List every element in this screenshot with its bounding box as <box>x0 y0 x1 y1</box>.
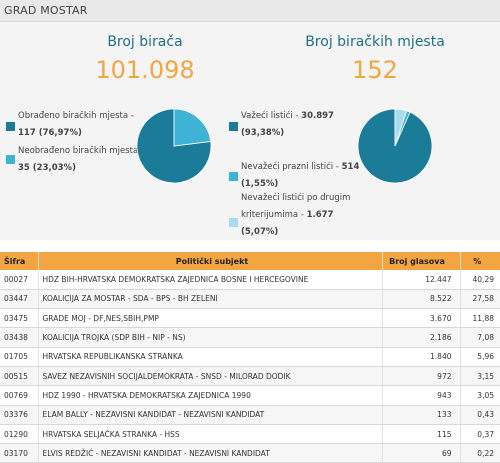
legend-swatch-valid <box>229 122 238 131</box>
polling-stations-label: Broj biračkih mjesta <box>305 34 445 50</box>
cell-code: 03475 <box>0 308 38 329</box>
cell-code: 00027 <box>0 270 38 290</box>
legend-label: Obrađeno biračkih mjesta - <box>18 111 134 121</box>
processed-stations-pie <box>136 108 212 184</box>
legend-item-unprocessed: Neobrađeno biračkih mjesta - 35 (23,03%) <box>18 143 144 177</box>
cell-code: 00769 <box>0 385 38 406</box>
legend-label-cont: kriterijumima - <box>241 210 304 220</box>
table-row[interactable]: 03447 KOALICIJA ZA MOSTAR - SDA - BPS - B… <box>0 289 500 310</box>
legend-percent: (1,55%) <box>241 179 279 189</box>
cell-subject: HRVATSKA REPUBLIKANSKA STRANKA <box>37 347 382 367</box>
table-row[interactable]: 01290 HRVATSKA SELJAČKA STRANKA - HSS 115 0… <box>0 424 500 445</box>
legend-item-valid: Važeći listići - 30.897 (93,38%) <box>241 108 334 142</box>
cell-percent: 0,43 <box>459 405 500 425</box>
results-table: Šifra Politički subjekt Broj glasova % 0… <box>0 252 500 463</box>
cell-subject: ELAM BALLY - NEZAVISNI KANDIDAT - NEZAVI… <box>37 405 382 425</box>
table-row[interactable]: 00769 HDZ 1990 - HRVATSKA DEMOKRATSKA ZAJ… <box>0 385 500 406</box>
table-row[interactable]: 03170 ELVIS REDŽIĆ - NEZAVISNI KANDIDAT -… <box>0 443 500 463</box>
cell-code: 01705 <box>0 347 38 367</box>
processed-pie-slice-0[interactable] <box>136 108 212 184</box>
column-header-code[interactable]: Šifra <box>0 252 38 270</box>
column-header-votes[interactable]: Broj glasova <box>381 252 460 270</box>
cell-votes: 1.840 <box>381 347 460 367</box>
cell-votes: 69 <box>381 443 460 463</box>
cell-percent: 11,88 <box>459 308 500 329</box>
voters-value: 101.098 <box>95 56 195 84</box>
cell-votes: 12.447 <box>381 270 460 290</box>
cell-code: 03438 <box>0 327 38 348</box>
cell-code: 03170 <box>0 443 38 463</box>
cell-votes: 943 <box>381 385 460 406</box>
legend-swatch-unprocessed <box>6 155 15 164</box>
cell-percent: 5,96 <box>459 347 500 367</box>
cell-code: 01290 <box>0 424 38 445</box>
table-row[interactable]: 01705 HRVATSKA REPUBLIKANSKA STRANKA 1.840… <box>0 347 500 367</box>
legend-label: Važeći listići - <box>241 111 299 121</box>
legend-value: 35 (23,03%) <box>18 163 76 173</box>
column-header-percent[interactable]: % <box>459 252 500 270</box>
polling-stations-value: 152 <box>352 56 398 84</box>
cell-code: 03447 <box>0 289 38 310</box>
table-body: 00027 HDZ BIH-HRVATSKA DEMOKRATSKA ZAJEDN… <box>0 270 500 463</box>
processed-pie-slice-1[interactable] <box>173 108 212 147</box>
table-row[interactable]: 00027 HDZ BIH-HRVATSKA DEMOKRATSKA ZAJEDN… <box>0 270 500 290</box>
cell-subject: HRVATSKA SELJAČKA STRANKA - HSS <box>37 424 382 445</box>
legend-value: 117 (76,97%) <box>18 128 82 138</box>
cell-percent: 7,08 <box>459 327 500 348</box>
legend-swatch-blank <box>229 172 238 181</box>
cell-subject: HDZ 1990 - HRVATSKA DEMOKRATSKA ZAJEDNIC… <box>37 385 382 406</box>
legend-swatch-processed <box>6 122 15 131</box>
cell-votes: 2.186 <box>381 327 460 348</box>
ballots-pie-slice-2[interactable] <box>394 108 408 147</box>
legend-label: Nevažeći listići po drugim <box>241 193 351 203</box>
table-header-row: Šifra Politički subjekt Broj glasova % <box>0 252 500 270</box>
legend-item-blank: Nevažeći prazni listići - 514 (1,55%) <box>241 159 359 193</box>
cell-code: 00515 <box>0 366 38 387</box>
legend-swatch-invalid-other <box>229 218 238 227</box>
cell-percent: 27,58 <box>459 289 500 310</box>
cell-percent: 40,29 <box>459 270 500 290</box>
legend-percent: (5,07%) <box>241 227 279 237</box>
table-row[interactable]: 00515 SAVEZ NEZAVISNIH SOCIJALDEMOKRATA -… <box>0 366 500 387</box>
title-bar: GRAD MOSTAR <box>0 0 500 22</box>
cell-votes: 133 <box>381 405 460 425</box>
page-title: GRAD MOSTAR <box>4 4 88 17</box>
voters-label: Broj birača <box>107 34 183 50</box>
stats-panel: Broj birača 101.098 Broj biračkih mjesta… <box>0 22 500 240</box>
cell-percent: 0,37 <box>459 424 500 445</box>
legend-label: Neobrađeno biračkih mjesta - <box>18 146 144 156</box>
legend-item-processed: Obrađeno biračkih mjesta - 117 (76,97%) <box>18 108 134 142</box>
legend-value: 514 <box>341 162 360 172</box>
table-row[interactable]: 03376 ELAM BALLY - NEZAVISNI KANDIDAT - N… <box>0 405 500 425</box>
cell-subject: ELVIS REDŽIĆ - NEZAVISNI KANDIDAT - NEZA… <box>37 443 382 463</box>
column-header-subject[interactable]: Politički subjekt <box>37 252 382 270</box>
cell-percent: 3,15 <box>459 366 500 387</box>
cell-percent: 3,05 <box>459 385 500 406</box>
cell-percent: 0,22 <box>459 443 500 463</box>
legend-label: Nevažeći prazni listići - <box>241 162 339 172</box>
cell-code: 03376 <box>0 405 38 425</box>
table-row[interactable]: 03438 KOALICIJA TROJKA (SDP BIH - NIP - N… <box>0 327 500 348</box>
ballots-pie <box>357 108 433 184</box>
cell-votes: 8.522 <box>381 289 460 310</box>
legend-percent: (93,38%) <box>241 128 285 138</box>
cell-subject: KOALICIJA TROJKA (SDP BIH - NIP - NS) <box>37 327 382 348</box>
cell-subject: KOALICIJA ZA MOSTAR - SDA - BPS - BH ZEL… <box>37 289 382 310</box>
legend-value: 1.677 <box>306 210 334 220</box>
legend-value: 30.897 <box>301 111 334 121</box>
cell-votes: 115 <box>381 424 460 445</box>
cell-subject: HDZ BIH-HRVATSKA DEMOKRATSKA ZAJEDNICA B… <box>37 270 382 290</box>
cell-subject: SAVEZ NEZAVISNIH SOCIJALDEMOKRATA - SNSD… <box>37 366 382 387</box>
cell-votes: 972 <box>381 366 460 387</box>
cell-votes: 3.670 <box>381 308 460 329</box>
legend-item-invalid-other: Nevažeći listići po drugim kriterijumima… <box>241 190 350 241</box>
table-row[interactable]: 03475 GRADE MOJ - DF,NES,SBIH,PMP 3.670 11,… <box>0 308 500 329</box>
cell-subject: GRADE MOJ - DF,NES,SBIH,PMP <box>37 308 382 329</box>
